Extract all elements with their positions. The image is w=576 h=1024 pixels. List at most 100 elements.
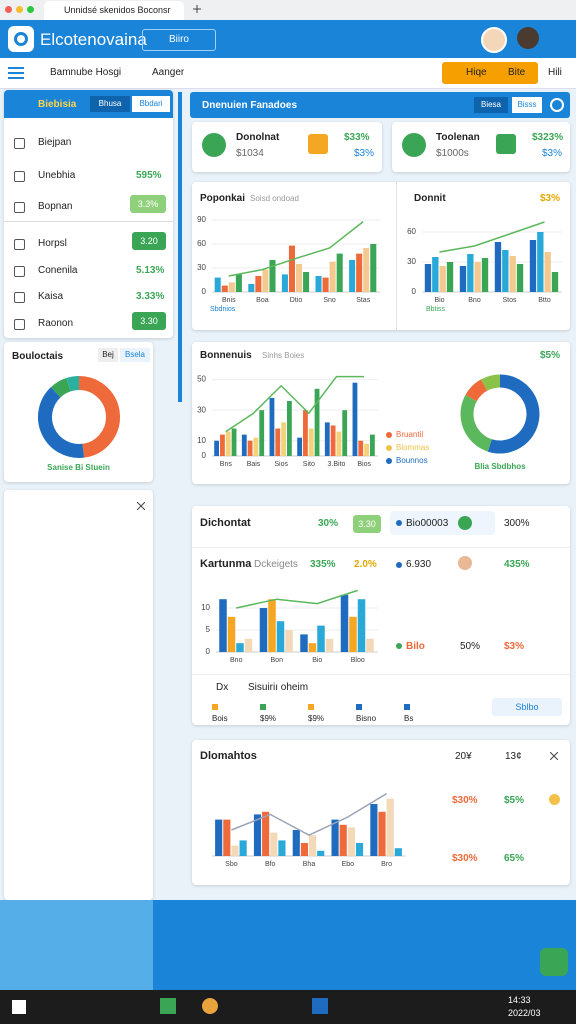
tab[interactable]: Bbdari xyxy=(132,96,170,112)
item-badge: 3.20 xyxy=(132,232,166,250)
bar xyxy=(502,250,509,292)
badge[interactable]: 3.30 xyxy=(353,515,381,533)
value: $30% xyxy=(452,795,478,806)
bar xyxy=(342,410,348,456)
value: $30% xyxy=(452,853,478,864)
bar xyxy=(336,431,342,456)
tab[interactable]: Biesa xyxy=(474,97,508,113)
value: 50% xyxy=(460,641,481,652)
bar xyxy=(467,254,474,292)
bar xyxy=(340,594,349,652)
fab[interactable] xyxy=(540,948,568,976)
bar xyxy=(241,434,247,456)
decoration xyxy=(308,134,328,154)
item-value: 3.33% xyxy=(136,291,165,302)
item-value: 5.13% xyxy=(136,265,165,276)
extra[interactable]: Hili xyxy=(548,67,562,78)
tab[interactable]: Bej xyxy=(98,348,118,362)
line xyxy=(236,589,358,609)
decoration xyxy=(517,27,539,49)
kpi-card: Toolenan $1000s $323% $3% xyxy=(392,122,570,172)
bar xyxy=(223,819,231,856)
bar xyxy=(296,264,303,292)
bar xyxy=(356,253,363,292)
kpi-card: Donolnat $1034 $33% $3% xyxy=(192,122,382,172)
tab[interactable]: Bisss xyxy=(512,97,542,113)
link[interactable]: Aanger xyxy=(152,67,185,78)
bar xyxy=(322,277,329,292)
x-tick-label: Bio xyxy=(434,297,444,304)
item-badge: 3.30 xyxy=(132,312,166,330)
bar xyxy=(253,437,259,456)
y-tick-label: 50 xyxy=(197,375,206,384)
item-label: Biejpan xyxy=(38,137,72,148)
bar xyxy=(276,621,285,652)
decoration xyxy=(5,6,12,13)
label: Dx xyxy=(216,682,229,693)
stat: 13¢ xyxy=(505,751,522,762)
bar xyxy=(459,266,467,292)
bar xyxy=(314,388,320,456)
item-label: Conenila xyxy=(38,265,78,276)
decoration xyxy=(0,900,153,990)
tab[interactable]: Bhusa xyxy=(90,96,130,112)
item-label: Bs xyxy=(404,714,414,723)
decoration xyxy=(202,133,226,157)
label: Sisuiriı oheim xyxy=(248,682,309,693)
x-tick-label: Bno xyxy=(230,657,243,664)
decoration xyxy=(202,998,218,1014)
menu[interactable]: Bamnube Hosgi xyxy=(50,67,122,78)
x-tick-label: Ebo xyxy=(342,861,355,868)
x-tick-label: Bfo xyxy=(265,861,276,868)
donut-segment xyxy=(50,378,72,398)
chart-subtitle: Dckeigets xyxy=(254,559,298,570)
item-icon xyxy=(260,704,266,710)
y-tick-label: 30 xyxy=(407,257,416,266)
bar xyxy=(370,804,378,856)
item-icon xyxy=(14,292,25,303)
item-icon xyxy=(14,319,25,330)
chart-value: $5% xyxy=(540,350,561,361)
bar xyxy=(239,840,247,856)
bar xyxy=(330,425,336,456)
value: 2.0% xyxy=(354,559,377,570)
x-tick-label: Bais xyxy=(247,461,261,468)
bar xyxy=(324,422,330,456)
bar xyxy=(494,242,502,292)
x-tick-label: Sito xyxy=(303,461,315,468)
bar xyxy=(281,274,288,292)
item-label: Kaisa xyxy=(38,291,64,302)
panel-header: Dnenuien Fanadoes Biesa Bisss xyxy=(190,92,570,118)
chart-subtitle: Soisd ondoad xyxy=(250,194,299,203)
bar xyxy=(358,440,364,456)
x-tick-label: Stas xyxy=(356,297,371,304)
decoration xyxy=(27,6,34,13)
browser-tab[interactable]: Unnidsé skenidos Boconsr xyxy=(44,1,184,20)
button-text: Hiqe xyxy=(466,67,487,78)
orange-button[interactable]: Hiqe Bite xyxy=(442,62,538,84)
header-button[interactable]: Biiro xyxy=(142,29,216,51)
legend: Sanise Bi Stuein xyxy=(47,463,110,472)
decoration xyxy=(137,502,145,510)
decoration xyxy=(12,1000,26,1014)
bar xyxy=(352,382,358,456)
donut-segment xyxy=(66,376,80,392)
decoration xyxy=(396,643,402,649)
decoration xyxy=(14,32,28,46)
line xyxy=(439,221,545,253)
x-tick-label: Stos xyxy=(502,297,517,304)
decoration xyxy=(402,133,426,157)
item-icon xyxy=(14,202,25,213)
action-button[interactable]: Sblbo xyxy=(492,698,562,716)
bar xyxy=(347,827,355,856)
bar xyxy=(259,410,265,456)
decoration xyxy=(192,674,570,675)
bar xyxy=(247,440,253,456)
bar xyxy=(357,599,366,652)
decoration xyxy=(550,752,558,760)
value: 300% xyxy=(504,518,530,529)
kpi-change: $3% xyxy=(542,148,563,159)
tab[interactable]: Bsela xyxy=(120,348,150,362)
donut xyxy=(460,374,540,454)
